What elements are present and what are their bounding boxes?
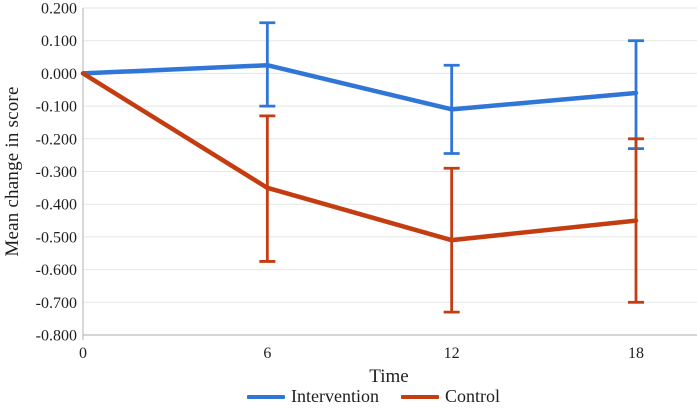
y-tick-label: -0.200 <box>36 131 77 148</box>
y-tick-label: -0.300 <box>36 164 77 181</box>
y-tick-labels: 0.200 0.100 0.000 -0.100 -0.200 -0.300 -0.400 -… <box>36 1 77 345</box>
y-tick-label: 0.100 <box>41 33 77 50</box>
y-tick-label: -0.800 <box>36 328 77 345</box>
y-tick-label: -0.400 <box>36 197 77 214</box>
y-tick-label: -0.100 <box>36 99 77 116</box>
legend-label-intervention: Intervention <box>291 386 379 406</box>
x-tick-labels: 0 6 12 18 <box>79 345 644 362</box>
y-tick-label: -0.600 <box>36 262 77 279</box>
series-line-control <box>80 71 639 243</box>
legend-item-intervention: Intervention <box>247 386 379 407</box>
y-tick-label: -0.500 <box>36 229 77 246</box>
error-bars-intervention <box>259 21 644 155</box>
x-tick-label: 6 <box>263 345 271 362</box>
y-tick-label: 0.000 <box>41 66 77 83</box>
series-line-intervention <box>80 62 639 112</box>
x-axis-title: Time <box>369 366 409 387</box>
gridlines <box>83 7 697 303</box>
legend-label-control: Control <box>444 386 500 406</box>
y-axis-title: Mean change in score <box>2 86 23 257</box>
intervention-line-swatch <box>247 394 285 399</box>
y-tick-label: -0.700 <box>36 295 77 312</box>
legend: Intervention Control <box>0 386 697 407</box>
x-tick-label: 0 <box>79 345 87 362</box>
x-tick-label: 12 <box>444 345 460 362</box>
x-tick-label: 18 <box>628 345 644 362</box>
legend-item-control: Control <box>400 386 500 407</box>
y-tick-label: 0.200 <box>41 1 77 18</box>
control-line-swatch <box>400 394 439 399</box>
